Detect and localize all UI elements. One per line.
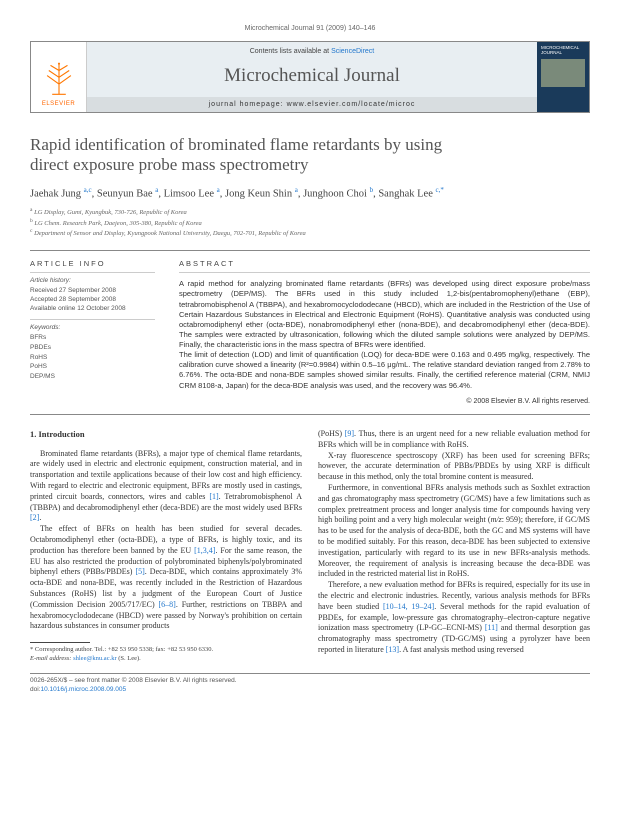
affiliations: a LG Display, Gumi, Kyungbuk, 730-726, R… xyxy=(30,207,590,238)
affiliation-c: c Department of Sensor and Display, Kyun… xyxy=(30,228,590,238)
keyword-3: RoHS xyxy=(30,354,155,363)
page-footer: 0026-265X/$ – see front matter © 2008 El… xyxy=(30,673,590,695)
contents-available: Contents lists available at ScienceDirec… xyxy=(87,42,537,58)
front-matter-line: 0026-265X/$ – see front matter © 2008 El… xyxy=(30,677,590,686)
homepage-prefix: journal homepage: xyxy=(209,101,287,108)
online-date: Available online 12 October 2008 xyxy=(30,305,155,314)
body-column-right: (PoHS) [9]. Thus, there is an urgent nee… xyxy=(318,429,590,663)
author-4-aff: a xyxy=(295,186,298,194)
corresponding-footnote: * Corresponding author. Tel.: +82 53 950… xyxy=(30,646,302,663)
homepage-url: www.elsevier.com/locate/microc xyxy=(287,101,416,108)
publisher-logo: ELSEVIER xyxy=(31,42,87,112)
journal-homepage: journal homepage: www.elsevier.com/locat… xyxy=(87,97,537,112)
ref-9[interactable]: [9] xyxy=(345,429,354,438)
col2-paragraph-4: Therefore, a new evaluation method for B… xyxy=(318,580,590,656)
journal-header-box: ELSEVIER Contents lists available at Sci… xyxy=(30,41,590,113)
author-3-aff: a xyxy=(217,186,220,194)
article-info-column: ARTICLE INFO Article history: Received 2… xyxy=(30,251,165,414)
author-2: Seunyun Bae xyxy=(97,188,153,199)
author-5: Junghoon Choi xyxy=(303,188,367,199)
journal-mid: Contents lists available at ScienceDirec… xyxy=(87,42,537,112)
keyword-1: BFRs xyxy=(30,334,155,343)
ref-13[interactable]: [13] xyxy=(386,645,399,654)
author-1-aff: a,c xyxy=(84,186,92,194)
elsevier-tree-icon xyxy=(42,60,76,98)
keywords-label: Keywords: xyxy=(30,324,155,333)
history-label: Article history: xyxy=(30,277,155,286)
publisher-name: ELSEVIER xyxy=(42,100,75,108)
email-suffix: (S. Lee). xyxy=(118,655,141,662)
body-two-columns: 1. Introduction Brominated flame retarda… xyxy=(30,429,590,663)
ref-5[interactable]: [6–8] xyxy=(159,600,176,609)
doi-label: doi: xyxy=(30,686,40,693)
intro-paragraph-1: Brominated flame retardants (BFRs), a ma… xyxy=(30,449,302,525)
col2-paragraph-1: (PoHS) [9]. Thus, there is an urgent nee… xyxy=(318,429,590,451)
abstract-copyright: © 2008 Elsevier B.V. All rights reserved… xyxy=(179,397,590,406)
corr-email[interactable]: shlee@knu.ac.kr xyxy=(73,655,117,662)
abstract-paragraph-1: A rapid method for analyzing brominated … xyxy=(179,279,590,350)
ref-4[interactable]: [5] xyxy=(135,567,144,576)
keyword-4: PoHS xyxy=(30,363,155,372)
corr-author-line: * Corresponding author. Tel.: +82 53 950… xyxy=(30,646,302,654)
ref-3[interactable]: [1,3,4] xyxy=(194,546,215,555)
article-title: Rapid identification of brominated flame… xyxy=(30,135,590,176)
cover-image xyxy=(541,59,585,87)
running-head: Microchemical Journal 91 (2009) 140–146 xyxy=(30,24,590,33)
intro-paragraph-2: The effect of BFRs on health has been st… xyxy=(30,524,302,632)
ref-2[interactable]: [2] xyxy=(30,513,39,522)
ref-11[interactable]: [11] xyxy=(485,623,498,632)
author-1: Jaehak Jung xyxy=(30,188,81,199)
affiliation-a: a LG Display, Gumi, Kyungbuk, 730-726, R… xyxy=(30,207,590,217)
title-line-1: Rapid identification of brominated flame… xyxy=(30,135,442,154)
ref-1[interactable]: [1] xyxy=(209,492,218,501)
col2-paragraph-2: X-ray fluorescence spectroscopy (XRF) ha… xyxy=(318,451,590,483)
info-divider xyxy=(30,319,155,320)
authors-list: Jaehak Jung a,c, Seunyun Bae a, Limsoo L… xyxy=(30,186,590,202)
footnote-separator xyxy=(30,642,90,643)
info-abstract-row: ARTICLE INFO Article history: Received 2… xyxy=(30,250,590,415)
journal-cover-thumbnail: MICROCHEMICAL JOURNAL xyxy=(537,42,589,112)
keyword-2: PBDEs xyxy=(30,344,155,353)
sciencedirect-link[interactable]: ScienceDirect xyxy=(331,48,374,55)
ref-10-24[interactable]: [10–14, 19–24] xyxy=(383,602,434,611)
article-info-head: ARTICLE INFO xyxy=(30,259,155,273)
section-1-heading: 1. Introduction xyxy=(30,429,302,440)
author-3: Limsoo Lee xyxy=(164,188,214,199)
doi-link[interactable]: 10.1016/j.microc.2008.09.005 xyxy=(40,686,126,693)
abstract-head: ABSTRACT xyxy=(179,259,590,273)
keyword-5: DEP/MS xyxy=(30,373,155,382)
affiliation-b: b LG Chem. Research Park, Daejeon, 305-3… xyxy=(30,218,590,228)
col2-paragraph-3: Furthermore, in conventional BFRs analys… xyxy=(318,483,590,580)
abstract-paragraph-2: The limit of detection (LOD) and limit o… xyxy=(179,350,590,391)
page-container: Microchemical Journal 91 (2009) 140–146 … xyxy=(0,0,620,719)
corresponding-mark: * xyxy=(440,186,444,194)
author-6: Sanghak Lee xyxy=(378,188,433,199)
author-5-aff: b xyxy=(370,186,374,194)
abstract-column: ABSTRACT A rapid method for analyzing br… xyxy=(165,251,590,414)
journal-name: Microchemical Journal xyxy=(87,59,537,97)
email-label: E-mail address: xyxy=(30,655,71,662)
title-line-2: direct exposure probe mass spectrometry xyxy=(30,155,309,174)
author-2-aff: a xyxy=(155,186,158,194)
cover-title: MICROCHEMICAL JOURNAL xyxy=(541,46,585,56)
author-4: Jong Keun Shin xyxy=(225,188,292,199)
accepted-date: Accepted 28 September 2008 xyxy=(30,296,155,305)
body-column-left: 1. Introduction Brominated flame retarda… xyxy=(30,429,302,663)
contents-prefix: Contents lists available at xyxy=(250,48,331,55)
received-date: Received 27 September 2008 xyxy=(30,287,155,296)
